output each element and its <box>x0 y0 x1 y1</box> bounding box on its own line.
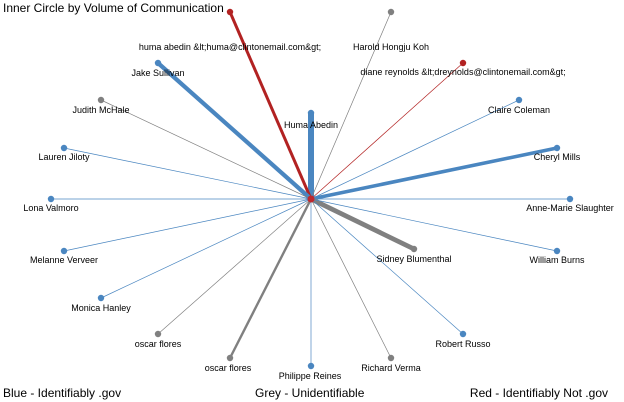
node-label-5: Claire Coleman <box>488 105 550 115</box>
node-label-3: diane reynolds &lt;dreynolds@clintonemai… <box>360 67 565 77</box>
edge-13 <box>310 198 558 252</box>
node-label-15: oscar flores <box>135 339 182 349</box>
node-8 <box>60 144 68 152</box>
node-label-19: Richard Verma <box>361 363 421 373</box>
legend-grey: Grey - Unidentifiable <box>255 386 365 400</box>
node-17 <box>226 354 234 362</box>
center-node <box>307 195 315 203</box>
edge-7 <box>310 146 558 201</box>
node-label-17: oscar flores <box>205 363 252 373</box>
node-label-18: Philippe Reines <box>279 371 342 381</box>
node-9 <box>47 195 55 203</box>
node-7 <box>553 144 561 152</box>
node-6 <box>97 96 105 104</box>
node-label-14: Monica Hanley <box>71 303 131 313</box>
node-label-12: Sidney Blumenthal <box>376 254 451 264</box>
node-label-0: Huma Abedin <box>284 120 338 130</box>
edges-layer <box>51 11 570 366</box>
node-label-1: huma abedin &lt;huma@clintonemail.com&gt… <box>139 42 321 52</box>
edge-3 <box>310 62 464 200</box>
node-11 <box>60 247 68 255</box>
node-label-8: Lauren Jiloty <box>38 152 90 162</box>
node-1 <box>226 8 234 16</box>
node-label-11: Melanne Verveer <box>30 255 98 265</box>
node-label-10: Anne-Marie Slaughter <box>526 203 614 213</box>
legend-blue: Blue - Identifiably .gov <box>3 386 122 400</box>
node-label-16: Robert Russo <box>435 339 490 349</box>
node-4 <box>154 59 162 67</box>
edge-8 <box>63 147 312 200</box>
edge-19 <box>310 198 392 359</box>
edge-14 <box>100 198 312 299</box>
node-19 <box>387 354 395 362</box>
node-label-6: Judith McHale <box>72 105 129 115</box>
node-2 <box>387 8 395 16</box>
edge-11 <box>63 198 312 252</box>
node-12 <box>410 245 418 253</box>
node-14 <box>97 294 105 302</box>
edge-1 <box>228 11 313 200</box>
labels-layer: Huma Abedin huma abedin &lt;huma@clintone… <box>23 42 613 381</box>
edge-4 <box>156 61 313 201</box>
diagram-title: Inner Circle by Volume of Communication <box>3 1 224 15</box>
legend-red: Red - Identifiably Not .gov <box>469 386 608 400</box>
edge-17 <box>228 198 313 359</box>
node-label-9: Lona Valmoro <box>23 203 78 213</box>
node-18 <box>307 362 315 370</box>
edge-16 <box>310 198 464 335</box>
node-5 <box>515 96 523 104</box>
node-15 <box>154 330 162 338</box>
nodes-layer <box>47 8 574 370</box>
node-label-4: Jake Sullivan <box>131 68 184 78</box>
node-label-13: William Burns <box>529 255 585 265</box>
node-3 <box>459 59 467 67</box>
node-10 <box>566 195 574 203</box>
node-16 <box>459 330 467 338</box>
node-label-7: Cheryl Mills <box>534 152 581 162</box>
node-0 <box>307 109 315 117</box>
edge-12 <box>309 196 416 252</box>
edge-2 <box>310 11 392 200</box>
edge-15 <box>157 198 312 335</box>
edge-6 <box>100 99 312 200</box>
edge-5 <box>310 99 520 200</box>
node-label-2: Harold Hongju Koh <box>353 42 429 52</box>
node-13 <box>553 247 561 255</box>
